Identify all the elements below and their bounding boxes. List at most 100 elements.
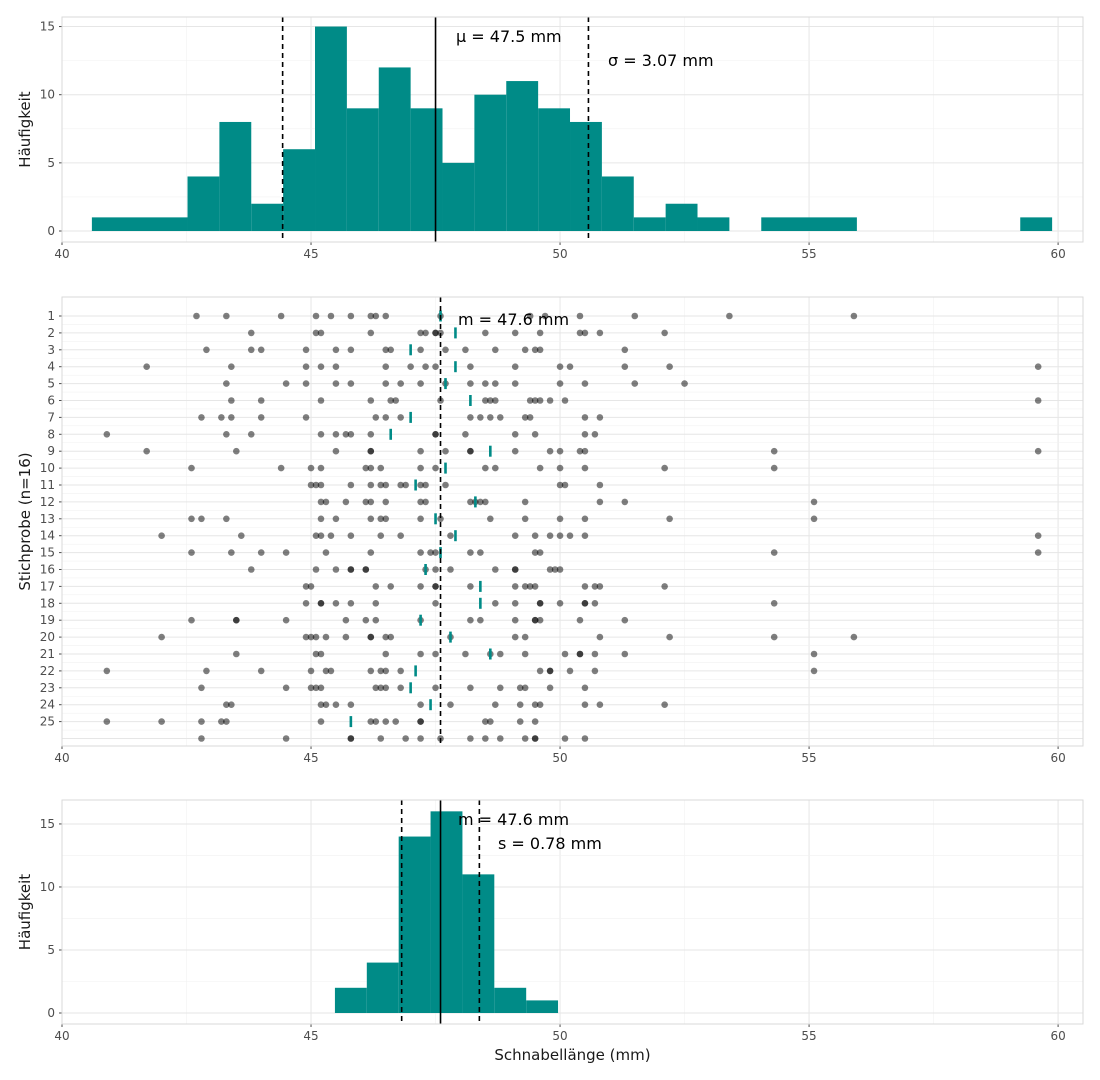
sample-point [367, 329, 375, 337]
sample-point [377, 481, 385, 489]
sample-point [203, 667, 210, 675]
sample-point [312, 633, 320, 641]
sample-point [526, 312, 534, 320]
histogram-bar [538, 108, 571, 231]
sample-point [531, 735, 539, 742]
sample-point [492, 600, 499, 607]
sample-point [496, 735, 504, 742]
sample-point [247, 566, 255, 573]
y-tick-label: 5 [47, 156, 55, 170]
sample-point [511, 363, 519, 371]
sample-point [382, 515, 390, 523]
sample-point [531, 532, 539, 539]
sample-point [367, 481, 375, 489]
y-tick-label: 8 [47, 427, 55, 441]
sample-point [362, 566, 370, 573]
sample-point [511, 380, 519, 387]
sample-point [726, 312, 733, 320]
sample-point [367, 667, 375, 675]
sample-point [556, 532, 564, 539]
y-tick-label: 24 [40, 698, 55, 712]
histogram-bar [462, 874, 495, 1013]
sample-point [591, 600, 599, 607]
sample-point [417, 380, 424, 387]
sample-point [382, 414, 390, 421]
sample-point [487, 414, 494, 421]
y-tick-label: 5 [47, 943, 55, 957]
histogram-bar [283, 149, 316, 231]
sample-point [437, 515, 444, 523]
sample-point [392, 397, 399, 404]
sample-mean-tick [409, 411, 412, 423]
sample-point [521, 515, 529, 523]
sample-point [377, 667, 385, 675]
sample-point [531, 583, 539, 590]
sample-point [228, 363, 235, 371]
sample-point [631, 312, 639, 320]
y-axis-title: Häufigkeit [16, 874, 34, 950]
sample-point [302, 363, 310, 371]
sample-point [188, 616, 195, 624]
sample-point [536, 464, 544, 472]
sample-point [621, 650, 629, 658]
sample-point [516, 701, 524, 708]
sample-point [576, 447, 584, 455]
sample-point [432, 600, 439, 607]
sample-mean-tick [434, 513, 437, 525]
sample-point [347, 735, 355, 742]
y-tick-label: 25 [40, 715, 55, 729]
sample-point [223, 701, 230, 708]
sample-point [596, 633, 604, 641]
sample-point [1034, 532, 1042, 539]
histogram-bar [697, 217, 730, 231]
sample-point [770, 633, 778, 641]
sample-point [317, 600, 325, 607]
sample-point [312, 312, 320, 320]
sample-point [467, 684, 474, 692]
sample-point [387, 397, 395, 404]
sample-point [482, 735, 489, 742]
y-tick-label: 21 [40, 647, 55, 661]
sample-point [482, 498, 489, 506]
sample-point [397, 667, 404, 675]
histogram-bar [346, 108, 379, 231]
sample-mean-tick [454, 361, 457, 373]
sample-point [372, 684, 380, 692]
panel-border [61, 296, 1084, 747]
sample-point [591, 431, 599, 438]
sample-point [347, 312, 355, 320]
sample-point [362, 498, 370, 506]
sample-point [531, 718, 539, 725]
sample-point [591, 583, 599, 590]
histogram-bar [665, 203, 698, 231]
sample-point [103, 718, 111, 725]
sample-point [482, 464, 489, 472]
sample-point [237, 532, 245, 539]
sample-point [282, 735, 290, 742]
sample-point [536, 667, 544, 675]
sample-point [511, 532, 519, 539]
sample-point [561, 481, 569, 489]
sample-point [223, 312, 230, 320]
sample-point [496, 650, 504, 658]
sample-point [417, 701, 424, 708]
sample-point [257, 549, 265, 556]
histogram-bar [91, 217, 188, 231]
sample-mean-tick [429, 699, 432, 711]
annotation-label: μ = 47.5 mm [456, 27, 562, 46]
sample-point [1034, 447, 1042, 455]
sample-point [581, 583, 589, 590]
sample-point [596, 583, 604, 590]
histogram-bar [315, 26, 347, 232]
sample-point [432, 566, 439, 573]
sample-point [467, 447, 474, 455]
sample-point [531, 431, 539, 438]
sample-point [218, 414, 225, 421]
x-tick-label: 55 [801, 1029, 816, 1043]
sample-point [367, 718, 375, 725]
histogram-bar [1020, 217, 1053, 231]
y-tick-label: 1 [47, 309, 55, 323]
sample-point [810, 515, 818, 523]
sample-point [407, 363, 414, 371]
sample-point [317, 481, 325, 489]
